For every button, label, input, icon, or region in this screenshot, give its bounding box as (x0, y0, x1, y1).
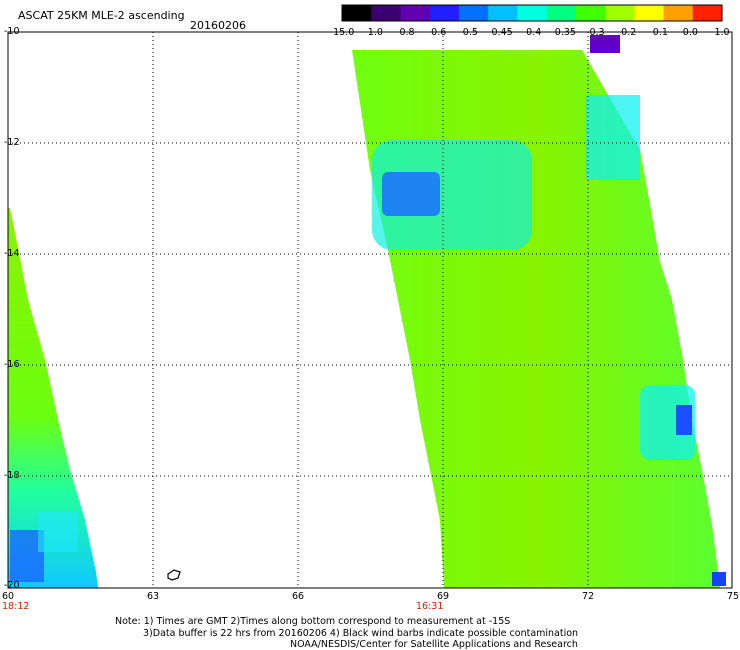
lat-label: -18 (4, 470, 20, 481)
colorbar-segment (371, 5, 401, 21)
note-line-2: 3)Data buffer is 22 hrs from 20160206 4)… (143, 628, 579, 639)
colorbar-segment (342, 5, 372, 21)
map-date: 20160206 (190, 19, 246, 32)
east-swath-cyan-ne (585, 95, 640, 180)
colorbar-segment (429, 5, 460, 21)
colorbar-label: -0.6 (427, 27, 447, 38)
colorbar-segment (575, 5, 606, 21)
east-swath-cyan-west (372, 140, 532, 250)
time-label: 18:12 (2, 601, 30, 612)
west-swath-cyan-patch (38, 512, 78, 552)
colorbar-segment (517, 5, 548, 21)
colorbar (341, 4, 723, 22)
lat-label: -10 (4, 26, 20, 37)
lon-label: 66 (291, 591, 305, 602)
colorbar-label: 1.0 (714, 27, 730, 38)
lon-label: 75 (726, 591, 740, 602)
east-swath-purple-patch (590, 35, 620, 53)
east-swath-blue-corner (712, 572, 726, 586)
east-swath-cyan-se (640, 385, 695, 460)
note-line-1: Note: 1) Times are GMT 2)Times along bot… (115, 616, 511, 627)
colorbar-label: 0.0 (682, 27, 698, 38)
colorbar-label: -0.1 (649, 27, 668, 38)
colorbar-label: -0.4 (522, 27, 542, 38)
colorbar-frame (341, 4, 723, 22)
lat-label: -20 (4, 580, 20, 591)
colorbar-label: -0.8 (396, 27, 415, 38)
time-label: 16:31 (416, 601, 444, 612)
east-swath-blue-se (676, 405, 692, 435)
map-frame (7, 31, 733, 589)
east-swath-blue-west (382, 172, 440, 216)
note-line-3: NOAA/NESDIS/Center for Satellite Applica… (290, 639, 578, 650)
island-outline (167, 569, 181, 581)
lon-label: 72 (581, 591, 595, 602)
colorbar-segment (605, 5, 635, 21)
lat-label: -12 (4, 137, 20, 148)
map-title: ASCAT 25KM MLE-2 ascending (18, 9, 185, 22)
colorbar-label: -0.2 (617, 27, 637, 38)
lon-label: 60 (1, 591, 15, 602)
colorbar-label: -0.45 (488, 27, 513, 38)
colorbar-segment (488, 5, 518, 21)
colorbar-segment (546, 5, 577, 21)
lon-label: 63 (146, 591, 160, 602)
colorbar-label: -0.3 (586, 27, 605, 38)
colorbar-segment (458, 5, 489, 21)
colorbar-segment (634, 5, 665, 21)
colorbar-segment (692, 5, 723, 21)
lon-label: 69 (436, 591, 450, 602)
colorbar-label: -0.5 (459, 27, 478, 38)
west-swath (8, 208, 98, 588)
lat-label: -14 (4, 248, 20, 259)
colorbar-segment (400, 5, 431, 21)
east-swath (352, 50, 720, 588)
colorbar-label: -15.0 (329, 27, 355, 38)
lat-label: -16 (4, 359, 20, 370)
colorbar-label: -1.0 (364, 27, 383, 38)
colorbar-label: -0.35 (551, 27, 576, 38)
colorbar-segment (663, 5, 694, 21)
